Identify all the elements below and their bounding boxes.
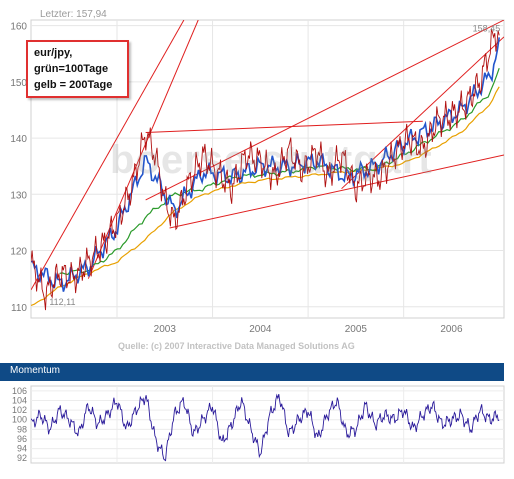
watermark-logo: boerse-stuttgart bbox=[110, 138, 433, 182]
extreme-value-label: 158,45 bbox=[473, 23, 501, 33]
trend-line-5 bbox=[341, 36, 504, 190]
momentum-y-tick-label: 104 bbox=[12, 395, 27, 405]
source-credit: Quelle: (c) 2007 Interactive Data Manage… bbox=[118, 341, 355, 351]
momentum-title: Momentum bbox=[10, 365, 61, 376]
momentum-header-bar: Momentum bbox=[0, 363, 504, 381]
x-tick-label: 2006 bbox=[440, 324, 463, 335]
x-tick-label: 2004 bbox=[249, 324, 272, 335]
y-tick-label: 160 bbox=[10, 22, 27, 33]
momentum-y-tick-label: 100 bbox=[12, 415, 27, 425]
legend-line-pair: eur/jpy, bbox=[34, 47, 73, 59]
extreme-value-label: 112,11 bbox=[49, 297, 75, 307]
last-price-label: Letzter: 157,94 bbox=[40, 9, 107, 20]
momentum-y-tick-label: 96 bbox=[17, 434, 27, 444]
plot-layer bbox=[31, 20, 504, 311]
momentum-y-tick-label: 106 bbox=[12, 386, 27, 396]
y-tick-label: 150 bbox=[10, 78, 27, 89]
momentum-y-tick-label: 92 bbox=[17, 453, 27, 463]
y-tick-label: 110 bbox=[11, 303, 27, 314]
momentum-line bbox=[31, 393, 500, 462]
ma200-line bbox=[31, 86, 500, 307]
momentum-y-tick-label: 102 bbox=[12, 405, 27, 415]
trend-line-4 bbox=[169, 154, 504, 229]
trend-line-3 bbox=[145, 120, 423, 133]
legend-box: eur/jpy, grün=100Tage gelb = 200Tage bbox=[26, 40, 129, 98]
price-line bbox=[31, 28, 500, 311]
momentum-y-tick-label: 98 bbox=[17, 424, 27, 434]
y-tick-label: 120 bbox=[10, 247, 27, 258]
x-tick-label: 2005 bbox=[345, 324, 368, 335]
legend-line-ma100: grün=100Tage bbox=[34, 63, 109, 75]
y-tick-label: 130 bbox=[10, 190, 27, 201]
trend-line-2 bbox=[145, 20, 504, 201]
x-tick-label: 2003 bbox=[154, 324, 177, 335]
momentum-layer bbox=[31, 393, 500, 462]
momentum-y-tick-label: 94 bbox=[17, 444, 27, 454]
y-tick-label: 140 bbox=[10, 134, 27, 145]
legend-line-ma200: gelb = 200Tage bbox=[34, 79, 113, 91]
trend-line-0 bbox=[31, 20, 185, 291]
trend-line-1 bbox=[87, 20, 199, 279]
